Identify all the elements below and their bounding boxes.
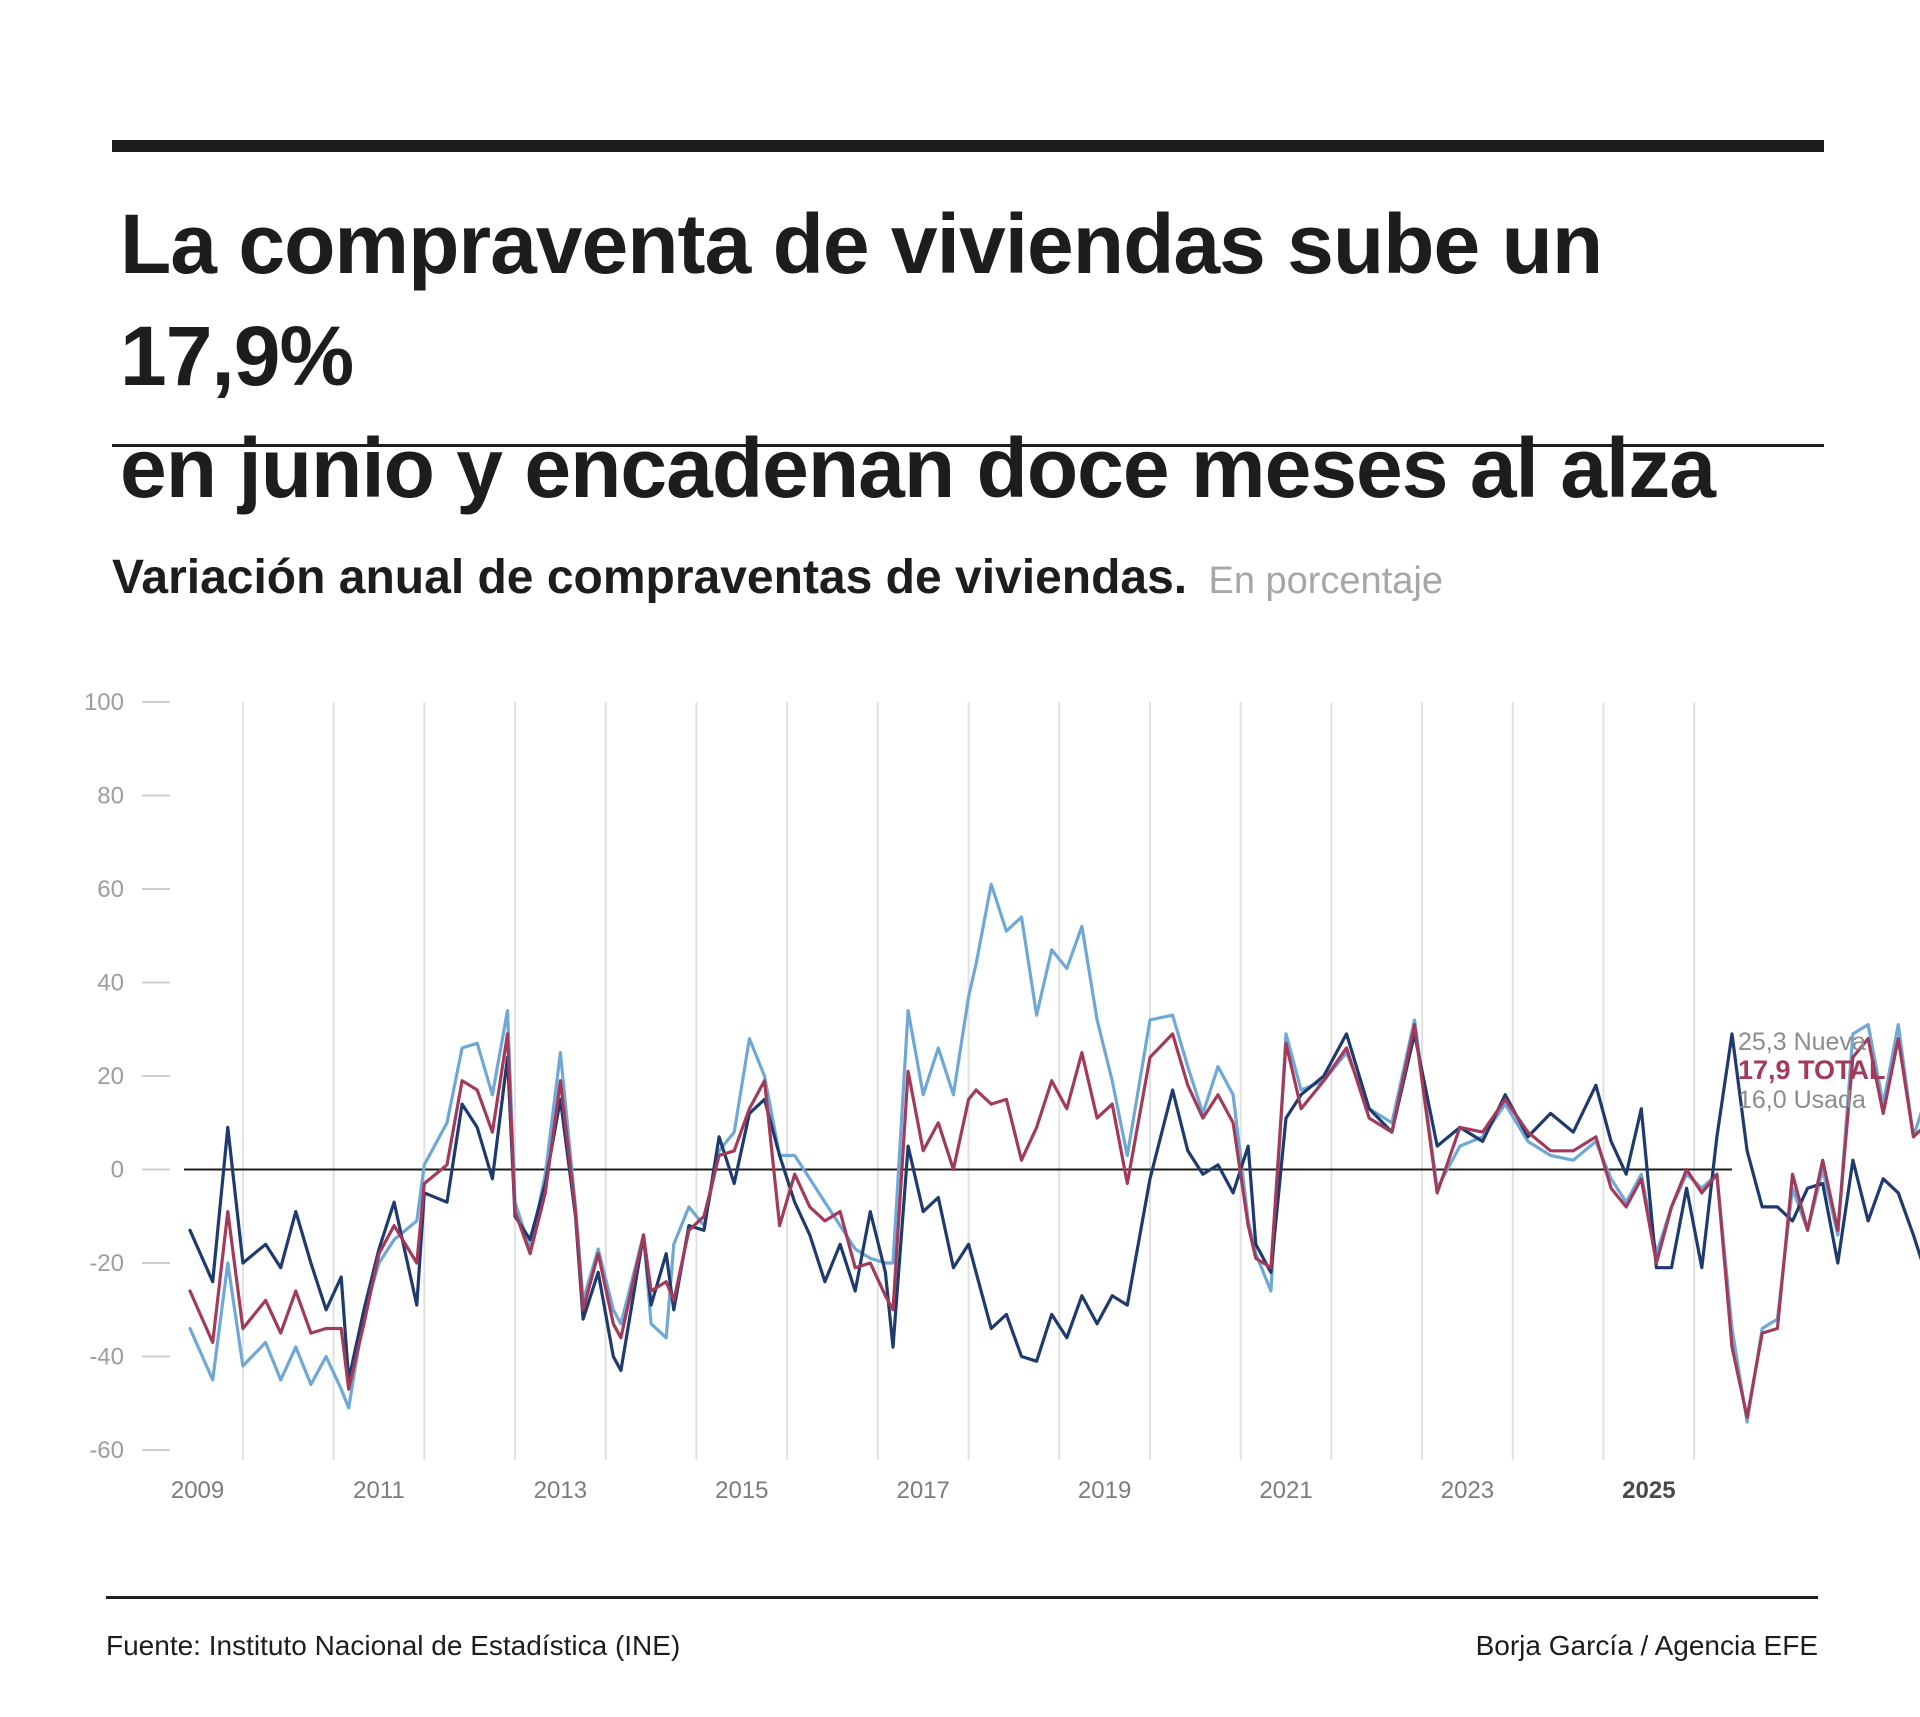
x-tick-2023: 2023 — [1441, 1477, 1494, 1504]
x-tick-2013: 2013 — [534, 1477, 587, 1504]
chart-subtitle-unit: En porcentaje — [1208, 560, 1443, 602]
headline: La compraventa de viviendas sube un 17,9… — [120, 188, 1820, 524]
y-axis: 100 80 60 40 20 0 -20 -40 -60 — [84, 689, 170, 1464]
x-axis: 2009 2011 2013 2015 2017 2019 2021 2023 2025 — [171, 1477, 1676, 1504]
chart-subtitle: Variación anual de compraventas de vivie… — [112, 548, 1812, 611]
headline-divider — [112, 444, 1824, 447]
credit-note: Borja García / Agencia EFE — [1475, 1630, 1818, 1661]
x-tick-2015: 2015 — [715, 1477, 768, 1504]
end-label-total: 17,9 TOTAL — [1738, 1055, 1886, 1085]
x-tick-2025: 2025 — [1622, 1477, 1675, 1504]
y-tick-60: 60 — [97, 876, 124, 903]
y-tick--20: -20 — [89, 1250, 124, 1277]
footer-rule — [106, 1596, 1818, 1599]
y-tick-80: 80 — [97, 783, 124, 810]
series-line-total — [188, 1023, 1920, 1419]
chart-subtitle-main: Variación anual de compraventas de vivie… — [112, 551, 1188, 604]
x-tick-2021: 2021 — [1259, 1477, 1312, 1504]
series-line-usada — [188, 882, 1920, 1424]
series-lines — [188, 882, 1920, 1424]
series-line-nueva — [188, 1032, 1920, 1382]
headline-line-2: en junio y encadenan doce meses al alza — [120, 421, 1716, 515]
x-tick-2019: 2019 — [1078, 1477, 1131, 1504]
y-tick-0: 0 — [111, 1157, 124, 1184]
y-tick--60: -60 — [89, 1437, 124, 1464]
x-tick-2009: 2009 — [171, 1477, 224, 1504]
y-tick--40: -40 — [89, 1344, 124, 1371]
y-tick-40: 40 — [97, 970, 124, 997]
x-tick-2017: 2017 — [897, 1477, 950, 1504]
end-label-usada: 16,0 Usada — [1738, 1086, 1866, 1114]
source-note: Fuente: Instituto Nacional de Estadístic… — [106, 1630, 681, 1661]
y-tick-100: 100 — [84, 689, 124, 716]
x-tick-2011: 2011 — [353, 1477, 405, 1504]
y-tick-20: 20 — [97, 1063, 124, 1090]
top-rule — [112, 140, 1824, 152]
end-label-nueva: 25,3 Nueva — [1738, 1028, 1866, 1056]
headline-line-1: La compraventa de viviendas sube un 17,9… — [120, 197, 1603, 403]
